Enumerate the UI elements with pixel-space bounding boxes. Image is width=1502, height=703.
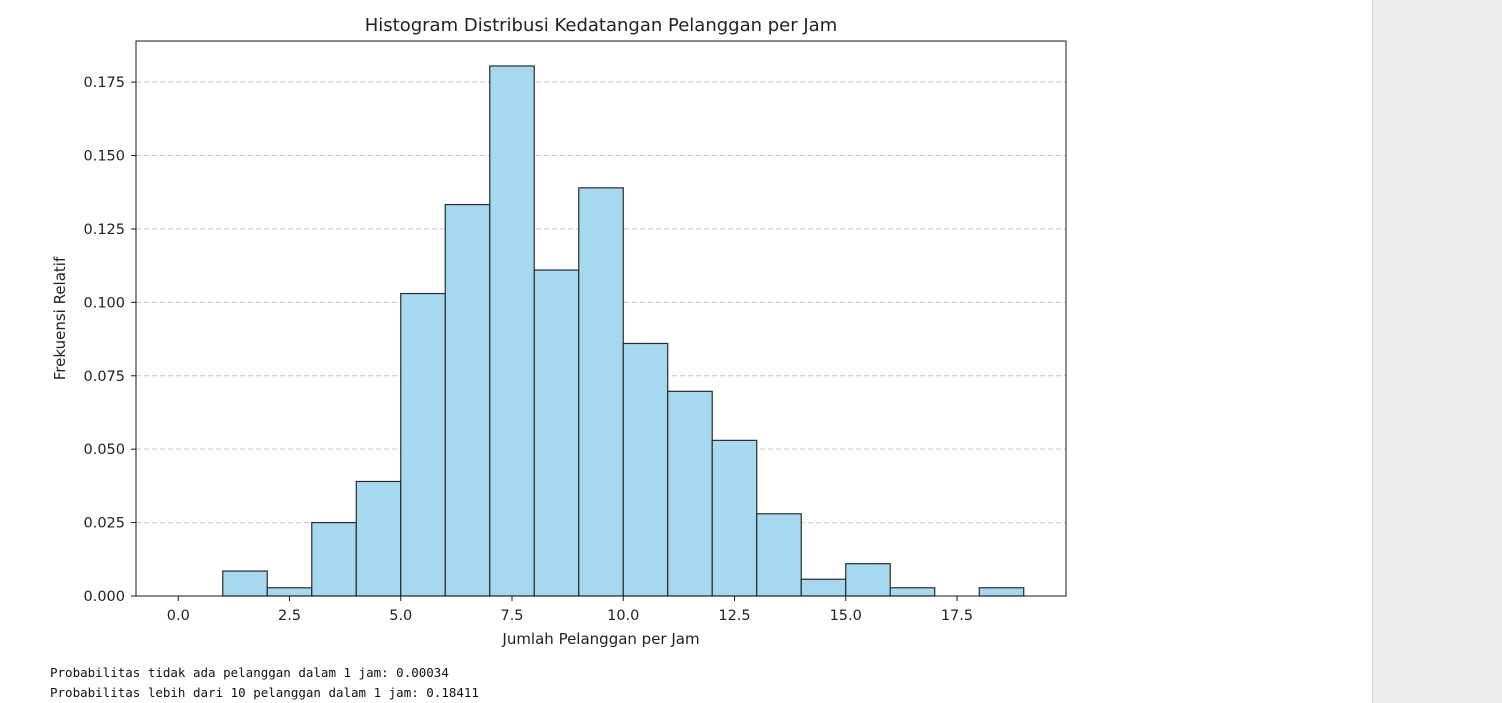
side-panel [1372,0,1502,703]
x-tick-label: 15.0 [830,608,862,624]
x-axis-label: Jumlah Pelanggan per Jam [501,630,699,648]
histogram-bar [667,390,713,597]
x-tick-label: 5.0 [389,608,412,624]
x-tick-label: 10.0 [607,608,639,624]
y-tick-label: 0.025 [83,516,125,532]
plot-frame [135,40,1067,597]
histogram-bar [400,292,446,597]
x-tick-label: 0.0 [167,608,190,624]
y-tick-label: 0.050 [83,442,125,458]
histogram-bar [711,439,758,597]
y-tick-label: 0.100 [83,295,125,311]
y-tick-label: 0.150 [83,149,125,165]
stdout-line-1: Probabilitas tidak ada pelanggan dalam 1… [50,665,449,680]
histogram-bar [889,587,936,597]
y-axis-label: Frekuensi Relatif [51,256,69,380]
y-axis-ticks: 0.000 0.025 0.050 0.075 0.100 0.125 0.150 0.175 [83,75,136,605]
histogram-bar [489,65,535,597]
x-tick-label: 2.5 [278,608,301,624]
histogram-bar [800,578,847,597]
histogram-bar [845,563,891,597]
x-tick-label: 7.5 [500,608,523,624]
x-axis-ticks: 0.0 2.5 5.0 7.5 10.0 12.5 15.0 17.5 [167,596,973,624]
histogram-bar [266,587,313,597]
histogram-bar [622,342,669,597]
y-tick-label: 0.000 [83,589,125,605]
histogram-bar [756,513,802,597]
y-tick-label: 0.125 [83,222,125,238]
histogram-bar [578,187,624,597]
x-tick-label: 12.5 [718,608,750,624]
stdout-line-2: Probabilitas lebih dari 10 pelanggan dal… [50,685,479,700]
chart-title: Histogram Distribusi Kedatangan Pelangga… [365,15,837,36]
histogram-bar [978,587,1025,597]
histogram-bar [355,480,402,597]
histogram-chart: Histogram Distribusi Kedatangan Pelangga… [51,15,1067,648]
stdout-output: Probabilitas tidak ada pelanggan dalam 1… [50,663,479,703]
histogram-bar [444,203,491,597]
histogram-bar [533,269,580,597]
y-tick-label: 0.175 [83,75,125,91]
x-tick-label: 17.5 [941,608,973,624]
y-tick-label: 0.075 [83,369,125,385]
histogram-bar [311,521,357,597]
histogram-bars [222,65,1025,597]
histogram-bar [222,570,268,597]
notebook-output-area: Histogram Distribusi Kedatangan Pelangga… [50,15,1067,703]
